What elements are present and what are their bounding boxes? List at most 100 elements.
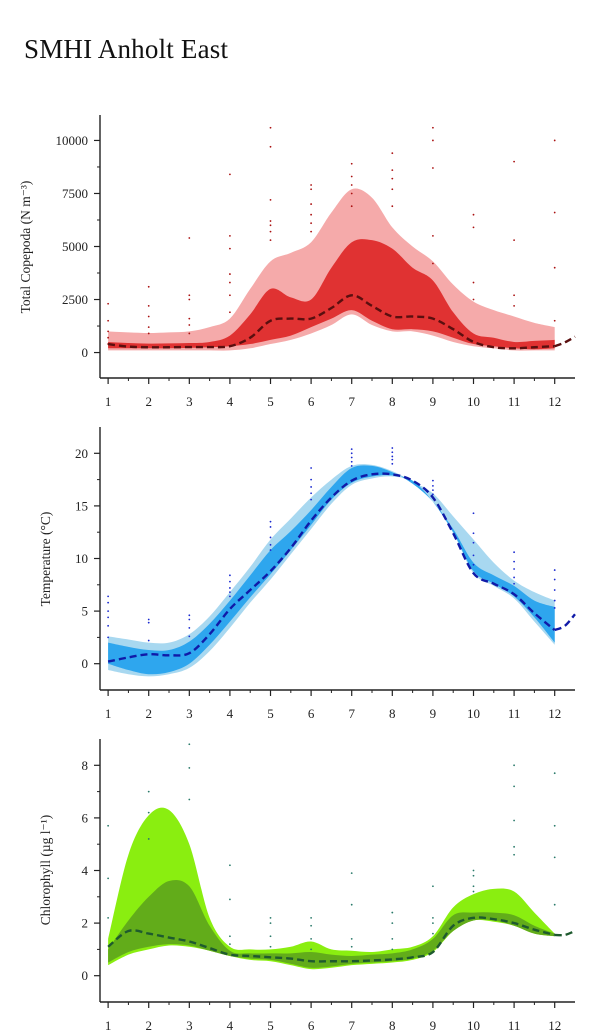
chlorophyll-extension-line [554, 929, 576, 937]
chlorophyll-data-point [391, 948, 394, 951]
temperature-data-point [147, 621, 150, 624]
chlorophyll-y-tick-label: 8 [82, 758, 89, 773]
copepoda-data-point [513, 304, 515, 307]
copepoda-data-point [432, 167, 434, 169]
temperature-data-point [229, 595, 231, 598]
copepoda-data-point [472, 298, 475, 301]
copepoda-data-point [269, 220, 272, 222]
temperature-x-tick-label: 7 [348, 706, 355, 721]
temperature-data-point [513, 582, 515, 585]
temperature-data-point [188, 614, 191, 617]
copepoda-x-tick-label: 6 [308, 394, 315, 409]
copepoda-x-tick-label: 3 [186, 394, 193, 409]
temperature-data-point [472, 563, 475, 566]
copepoda-data-point [513, 160, 515, 163]
temperature-data-point [107, 601, 110, 604]
copepoda-data-point [188, 237, 191, 239]
copepoda-data-point [269, 126, 272, 129]
temperature-x-tick-label: 2 [145, 706, 152, 721]
copepoda-data-point [432, 235, 434, 237]
copepoda-data-point [310, 188, 313, 191]
temperature-data-point [391, 458, 394, 461]
chlorophyll-x-tick-label: 8 [389, 1018, 396, 1033]
chlorophyll-x-tick-label: 11 [508, 1018, 521, 1033]
copepoda-data-point [229, 281, 231, 284]
temperature-data-point [391, 451, 394, 454]
copepoda-data-point [229, 247, 231, 250]
chlorophyll-data-point [350, 903, 353, 906]
copepoda-data-point [188, 298, 191, 301]
temperature-data-point [350, 452, 353, 455]
chlorophyll-data-point [391, 922, 394, 924]
temperature-data-point [229, 591, 231, 594]
copepoda-data-point [350, 205, 353, 208]
temperature-data-point [513, 551, 515, 554]
copepoda-data-point [107, 319, 110, 322]
temperature-x-tick-label: 9 [430, 706, 437, 721]
chlorophyll-data-point [513, 845, 515, 848]
chlorophyll-data-point [107, 877, 110, 880]
temperature-data-point [229, 580, 231, 583]
chlorophyll-y-tick-label: 6 [82, 810, 89, 825]
copepoda-data-point [472, 213, 475, 216]
copepoda-data-point [269, 230, 272, 233]
chlorophyll-inner-band [108, 879, 555, 968]
copepoda-data-point [229, 294, 231, 297]
temperature-data-point [513, 576, 515, 579]
chlorophyll-y-tick-label: 0 [82, 968, 89, 983]
copepoda-data-point [107, 330, 110, 333]
temperature-x-tick-label: 12 [548, 706, 561, 721]
temperature-data-point [310, 486, 313, 488]
chlorophyll-data-point [188, 798, 191, 801]
copepoda-y-axis-title: Total Copepoda (N m⁻³) [18, 181, 33, 314]
copepoda-data-point [147, 332, 150, 335]
copepoda-data-point [310, 222, 313, 225]
chlorophyll-x-tick-label: 7 [348, 1018, 355, 1033]
page-title: SMHI Anholt East [24, 34, 229, 64]
chlorophyll-data-point [269, 935, 272, 938]
copepoda-extension-line [554, 335, 576, 348]
chlorophyll-x-tick-label: 10 [467, 1018, 480, 1033]
copepoda-data-point [350, 192, 353, 195]
chlorophyll-data-point [229, 898, 231, 901]
copepoda-data-point [553, 319, 556, 322]
chlorophyll-data-point [472, 874, 475, 877]
chlorophyll-data-point [188, 767, 191, 769]
copepoda-x-tick-label: 9 [430, 394, 437, 409]
chlorophyll-data-point [310, 948, 313, 951]
chlorophyll-data-point [391, 911, 394, 914]
temperature-data-point [432, 485, 434, 487]
chlorophyll-data-point [513, 764, 515, 767]
chlorophyll-median-line [107, 916, 555, 963]
chlorophyll-data-point [229, 864, 231, 867]
temperature-data-point [269, 543, 272, 546]
temperature-data-point [472, 554, 475, 557]
copepoda-data-point [513, 239, 515, 242]
copepoda-data-point [229, 311, 231, 314]
chlorophyll-data-point [432, 922, 434, 924]
chlorophyll-data-point [147, 838, 150, 840]
temperature-data-point [107, 595, 110, 598]
chlorophyll-x-tick-label: 6 [308, 1018, 315, 1033]
copepoda-data-point [553, 266, 556, 269]
chlorophyll-data-point [310, 924, 313, 927]
chlorophyll-y-tick-label: 2 [82, 916, 89, 931]
chlorophyll-data-point [391, 937, 394, 940]
chlorophyll-x-tick-label: 12 [548, 1018, 561, 1033]
temperature-data-point [391, 447, 394, 449]
copepoda-data-point [350, 175, 353, 178]
copepoda-data-point [553, 211, 556, 214]
chlorophyll-data-point [553, 903, 556, 906]
temperature-data-point [350, 465, 353, 467]
temperature-data-point [432, 479, 434, 482]
copepoda-data-point [513, 294, 515, 297]
chlorophyll-data-point [229, 943, 231, 946]
copepoda-y-tick-label: 5000 [62, 239, 88, 254]
temperature-data-point [472, 541, 475, 544]
temperature-data-point [107, 624, 110, 627]
copepoda-data-point [310, 203, 313, 205]
temperature-data-point [188, 635, 191, 638]
temperature-data-point [147, 618, 150, 621]
